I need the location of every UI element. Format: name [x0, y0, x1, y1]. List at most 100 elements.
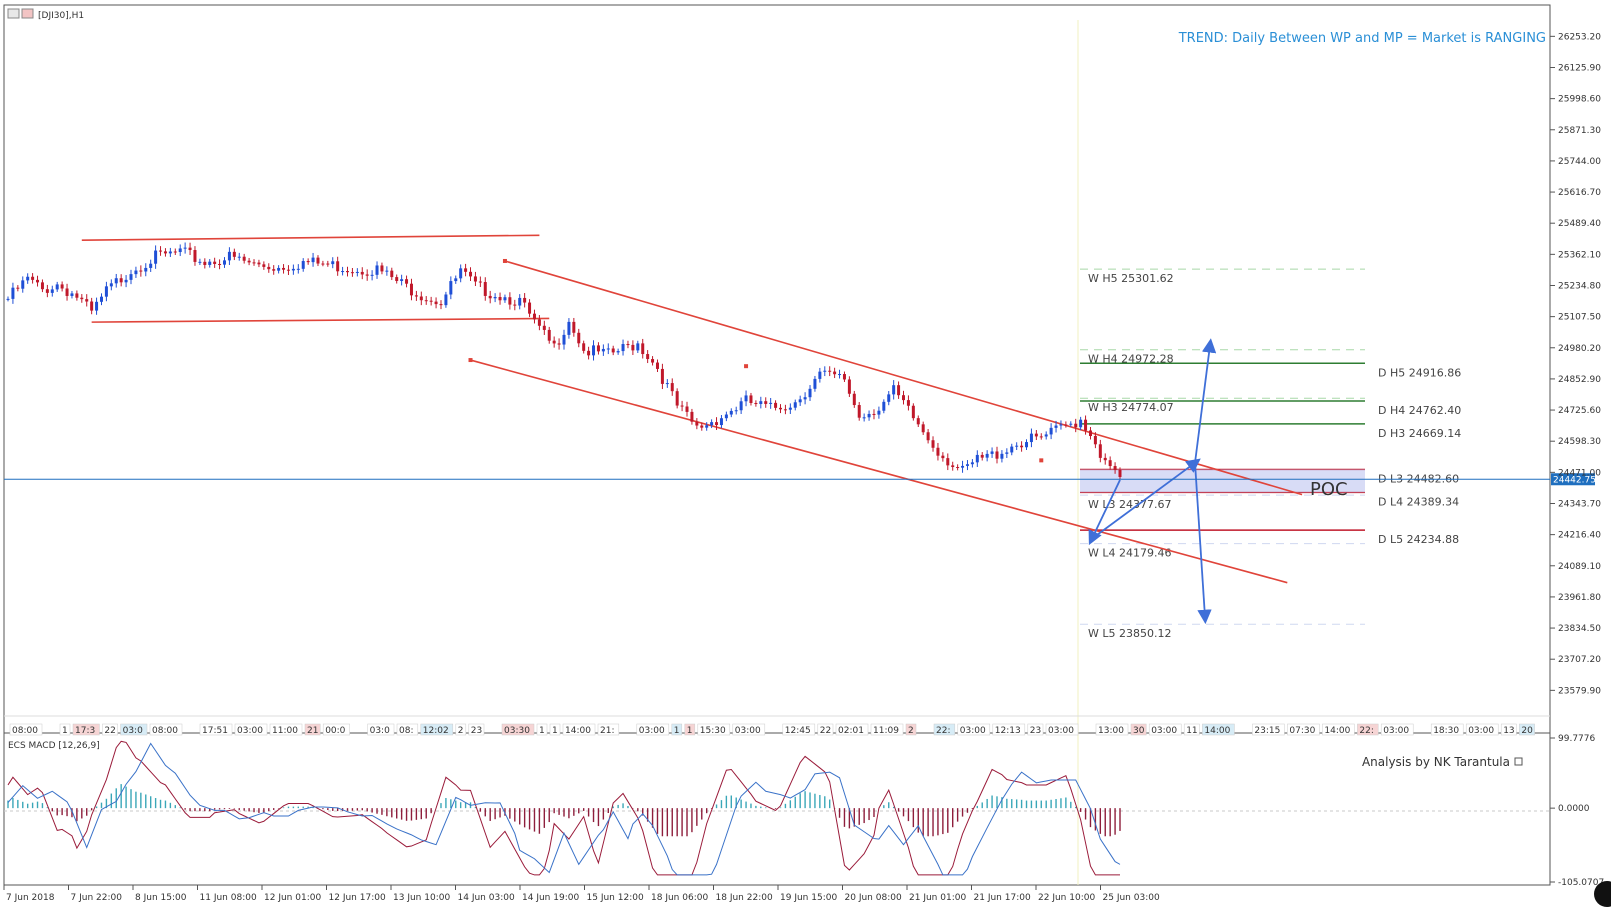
candle-body: [1113, 466, 1117, 471]
session-chip: [671, 723, 683, 736]
poc-zone: [1080, 469, 1365, 493]
candle-body: [911, 405, 915, 419]
candle-body: [306, 261, 310, 263]
session-chip: [1287, 723, 1320, 736]
candle-body: [872, 413, 876, 415]
pivot-label: D H4 24762.40: [1378, 404, 1461, 417]
candle-body: [970, 462, 974, 465]
candle-body: [995, 451, 999, 459]
candle-body: [921, 424, 925, 433]
session-label: 2: [458, 726, 464, 736]
candle-body: [803, 397, 807, 400]
analysis-close-icon[interactable]: [1514, 757, 1523, 766]
session-label: 13:00: [1098, 726, 1124, 736]
channel-anchor: [502, 258, 507, 263]
candle-body: [961, 465, 965, 468]
candle-body: [636, 343, 640, 351]
candle-body: [818, 371, 822, 379]
price-tick-label: 25489.40: [1558, 219, 1601, 229]
candle-body: [267, 266, 271, 270]
candle-body: [518, 297, 522, 306]
session-label: 03:0: [123, 726, 143, 736]
candle-body: [778, 407, 782, 410]
candle-body: [508, 297, 512, 305]
candle-body: [513, 304, 517, 306]
candle-body: [247, 260, 251, 263]
channel-downtrend_bottom: [470, 359, 1288, 584]
session-chip: [782, 723, 816, 736]
candle-body: [774, 402, 778, 408]
candle-body: [660, 368, 664, 384]
candle-body: [16, 287, 20, 289]
candle-body: [380, 265, 384, 272]
candle-body: [1049, 427, 1053, 435]
candle-body: [852, 393, 856, 406]
session-label: 12:02: [423, 726, 449, 736]
candle-body: [926, 432, 930, 441]
symbol-label: [DJI30],H1: [38, 11, 84, 21]
candle-body: [385, 270, 389, 272]
candle-body: [291, 268, 295, 271]
session-chip: [636, 723, 670, 736]
price-tick-label: 24471.00: [1558, 468, 1601, 478]
candle-body: [1044, 434, 1048, 437]
candle-body: [715, 422, 719, 426]
time-label: 21 Jun 01:00: [909, 893, 966, 903]
session-label: 03:00: [639, 726, 665, 736]
chart-window-icon[interactable]: [7, 8, 20, 19]
chart-type-icon[interactable]: [21, 8, 34, 19]
pivot-label: D H5 24916.86: [1378, 366, 1461, 379]
candle-body: [405, 279, 409, 284]
candle-body: [503, 297, 507, 301]
session-label: 02:01: [838, 726, 864, 736]
time-label: 20 Jun 08:00: [845, 893, 902, 903]
projection-arrow: [1194, 338, 1217, 463]
session-label: 11:00: [272, 726, 298, 736]
candle-body: [1103, 457, 1107, 461]
candle-body: [749, 395, 753, 403]
session-chip: [199, 723, 233, 736]
session-chip: [59, 723, 71, 736]
price-tick-label: 25998.60: [1558, 95, 1601, 105]
candle-body: [45, 289, 49, 293]
candle-body: [838, 374, 842, 376]
candle-body: [11, 287, 15, 299]
time-label: 25 Jun 03:00: [1103, 893, 1160, 903]
candle-body: [99, 296, 103, 302]
candle-body: [655, 362, 659, 369]
session-chip: [697, 723, 731, 736]
candle-body: [282, 267, 286, 270]
candle-body: [232, 251, 236, 257]
session-label: 30: [1133, 726, 1145, 736]
candle-body: [400, 279, 404, 281]
pivot-label: D H3 24669.14: [1378, 427, 1461, 440]
candle-body: [1054, 425, 1058, 428]
candle-body: [321, 263, 325, 265]
session-chip: [367, 723, 395, 736]
session-label: 1: [62, 726, 68, 736]
candle-body: [159, 250, 163, 252]
time-label: 13 Jun 10:00: [393, 893, 450, 903]
candle-body: [40, 282, 44, 290]
channel-range_bottom: [91, 317, 550, 323]
session-chip: [234, 723, 268, 736]
candle-body: [567, 321, 571, 335]
time-label: 18 Jun 06:00: [651, 893, 708, 903]
candle-body: [759, 401, 763, 405]
candle-body: [847, 379, 851, 394]
session-label: 08:: [399, 726, 413, 736]
candle-body: [375, 265, 379, 275]
candle-body: [528, 302, 532, 314]
session-chip: [1500, 723, 1517, 736]
candle-body: [1029, 433, 1033, 443]
session-label: 20: [1521, 726, 1533, 736]
candle-body: [542, 325, 546, 330]
candle-body: [154, 250, 158, 264]
candle-body: [523, 297, 527, 303]
session-chip: [992, 723, 1026, 736]
session-label: 03:00: [960, 726, 986, 736]
candle-body: [434, 301, 438, 305]
pivot-label: D L4 24389.34: [1378, 495, 1459, 508]
session-chip: [304, 723, 321, 736]
